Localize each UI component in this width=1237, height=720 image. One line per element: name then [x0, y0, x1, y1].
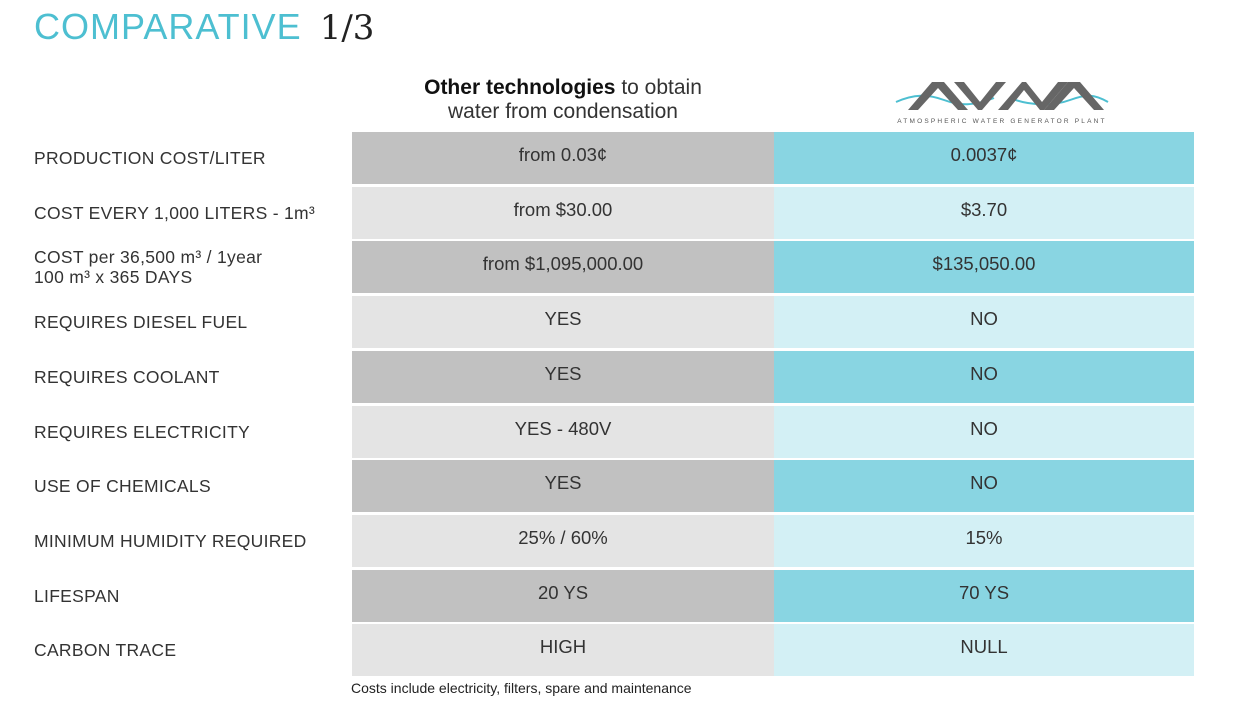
row-label: COST per 36,500 m³ / 1year 100 m³ x 365 … [34, 241, 344, 293]
awg-cell: NULL [774, 624, 1194, 676]
other-technologies-cell: YES - 480V [352, 406, 774, 458]
row-label: REQUIRES COOLANT [34, 351, 344, 403]
other-technologies-header: Other technologies to obtain water from … [352, 76, 774, 124]
table-row: COST EVERY 1,000 LITERS - 1m³ from $30.00… [0, 187, 1237, 239]
awg-cell: NO [774, 460, 1194, 512]
row-label-text: REQUIRES ELECTRICITY [34, 421, 251, 442]
table-row: MINIMUM HUMIDITY REQUIRED 25% / 60% 15% [0, 515, 1237, 567]
header-line2: water from condensation [448, 100, 678, 123]
row-label-text: USE OF CHEMICALS [34, 475, 211, 496]
awg-cell: NO [774, 406, 1194, 458]
awg-cell: $135,050.00 [774, 241, 1194, 293]
table-row: REQUIRES ELECTRICITY YES - 480V NO [0, 406, 1237, 458]
table-row: PRODUCTION COST/LITER from 0.03¢ 0.0037¢ [0, 132, 1237, 184]
row-label: COST EVERY 1,000 LITERS - 1m³ [34, 187, 344, 239]
other-technologies-cell: from $30.00 [352, 187, 774, 239]
logo-mark-icon [895, 82, 1109, 110]
logo-caption: ATMOSPHERIC WATER GENERATOR PLANT [897, 118, 1107, 125]
table-row: REQUIRES COOLANT YES NO [0, 351, 1237, 403]
page-indicator: 1/3 [319, 8, 375, 48]
other-technologies-cell: YES [352, 351, 774, 403]
awg-cell: $3.70 [774, 187, 1194, 239]
table-row: REQUIRES DIESEL FUEL YES NO [0, 296, 1237, 348]
other-technologies-cell: YES [352, 296, 774, 348]
awg-cell: NO [774, 296, 1194, 348]
other-technologies-cell: HIGH [352, 624, 774, 676]
row-label: REQUIRES ELECTRICITY [34, 406, 344, 458]
brand-logo: ATMOSPHERIC WATER GENERATOR PLANT [894, 76, 1110, 128]
page-title: COMPARATIVE 1/3 [34, 6, 374, 48]
row-label: LIFESPAN [34, 570, 344, 622]
row-label: REQUIRES DIESEL FUEL [34, 296, 344, 348]
row-label-text: REQUIRES DIESEL FUEL [34, 311, 248, 332]
other-technologies-cell: 25% / 60% [352, 515, 774, 567]
awg-cell: 0.0037¢ [774, 132, 1194, 184]
table-row: USE OF CHEMICALS YES NO [0, 460, 1237, 512]
row-label-text: REQUIRES COOLANT [34, 366, 220, 387]
other-technologies-cell: YES [352, 460, 774, 512]
other-technologies-cell: from $1,095,000.00 [352, 241, 774, 293]
row-label-text: PRODUCTION COST/LITER [34, 147, 266, 168]
table-row: CARBON TRACE HIGH NULL [0, 624, 1237, 676]
table-row: LIFESPAN 20 YS 70 YS [0, 570, 1237, 622]
footnote: Costs include electricity, filters, spar… [351, 680, 692, 696]
row-label: CARBON TRACE [34, 624, 344, 676]
row-label: MINIMUM HUMIDITY REQUIRED [34, 515, 344, 567]
row-label-text: COST per 36,500 m³ / 1year 100 m³ x 365 … [34, 247, 263, 287]
row-label-text: LIFESPAN [34, 585, 120, 606]
row-label: USE OF CHEMICALS [34, 460, 344, 512]
table-row: COST per 36,500 m³ / 1year 100 m³ x 365 … [0, 241, 1237, 293]
row-label-text: MINIMUM HUMIDITY REQUIRED [34, 530, 307, 551]
header-rest: to obtain [621, 76, 702, 99]
awg-cell: 70 YS [774, 570, 1194, 622]
title-main: COMPARATIVE [34, 6, 302, 47]
other-technologies-cell: 20 YS [352, 570, 774, 622]
awg-cell: NO [774, 351, 1194, 403]
header-bold: Other technologies [424, 76, 616, 99]
row-label: PRODUCTION COST/LITER [34, 132, 344, 184]
awg-cell: 15% [774, 515, 1194, 567]
other-technologies-cell: from 0.03¢ [352, 132, 774, 184]
row-label-text: CARBON TRACE [34, 639, 177, 660]
row-label-text: COST EVERY 1,000 LITERS - 1m³ [34, 202, 316, 223]
